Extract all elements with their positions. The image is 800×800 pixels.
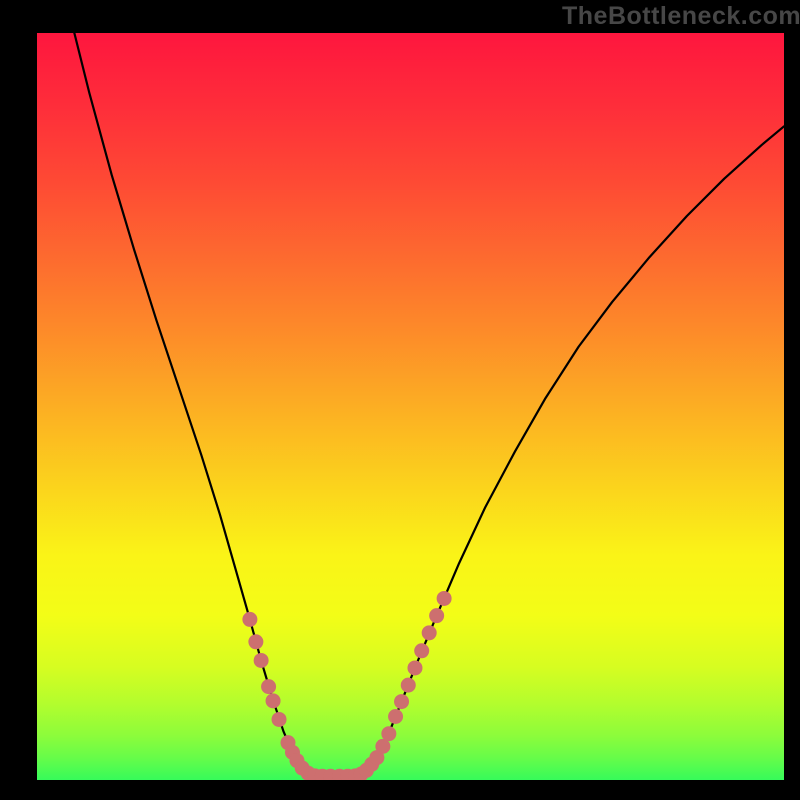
data-marker: [437, 591, 452, 606]
bottleneck-chart: [0, 0, 800, 800]
data-marker: [388, 709, 403, 724]
data-marker: [407, 660, 422, 675]
data-marker: [242, 612, 257, 627]
data-marker: [422, 625, 437, 640]
data-marker: [381, 726, 396, 741]
data-marker: [266, 693, 281, 708]
data-marker: [272, 712, 287, 727]
data-marker: [254, 653, 269, 668]
data-marker: [394, 694, 409, 709]
data-marker: [429, 608, 444, 623]
data-marker: [414, 643, 429, 658]
watermark-text: TheBottleneck.com: [562, 2, 800, 31]
data-marker: [261, 679, 276, 694]
data-marker: [248, 634, 263, 649]
data-marker: [401, 678, 416, 693]
